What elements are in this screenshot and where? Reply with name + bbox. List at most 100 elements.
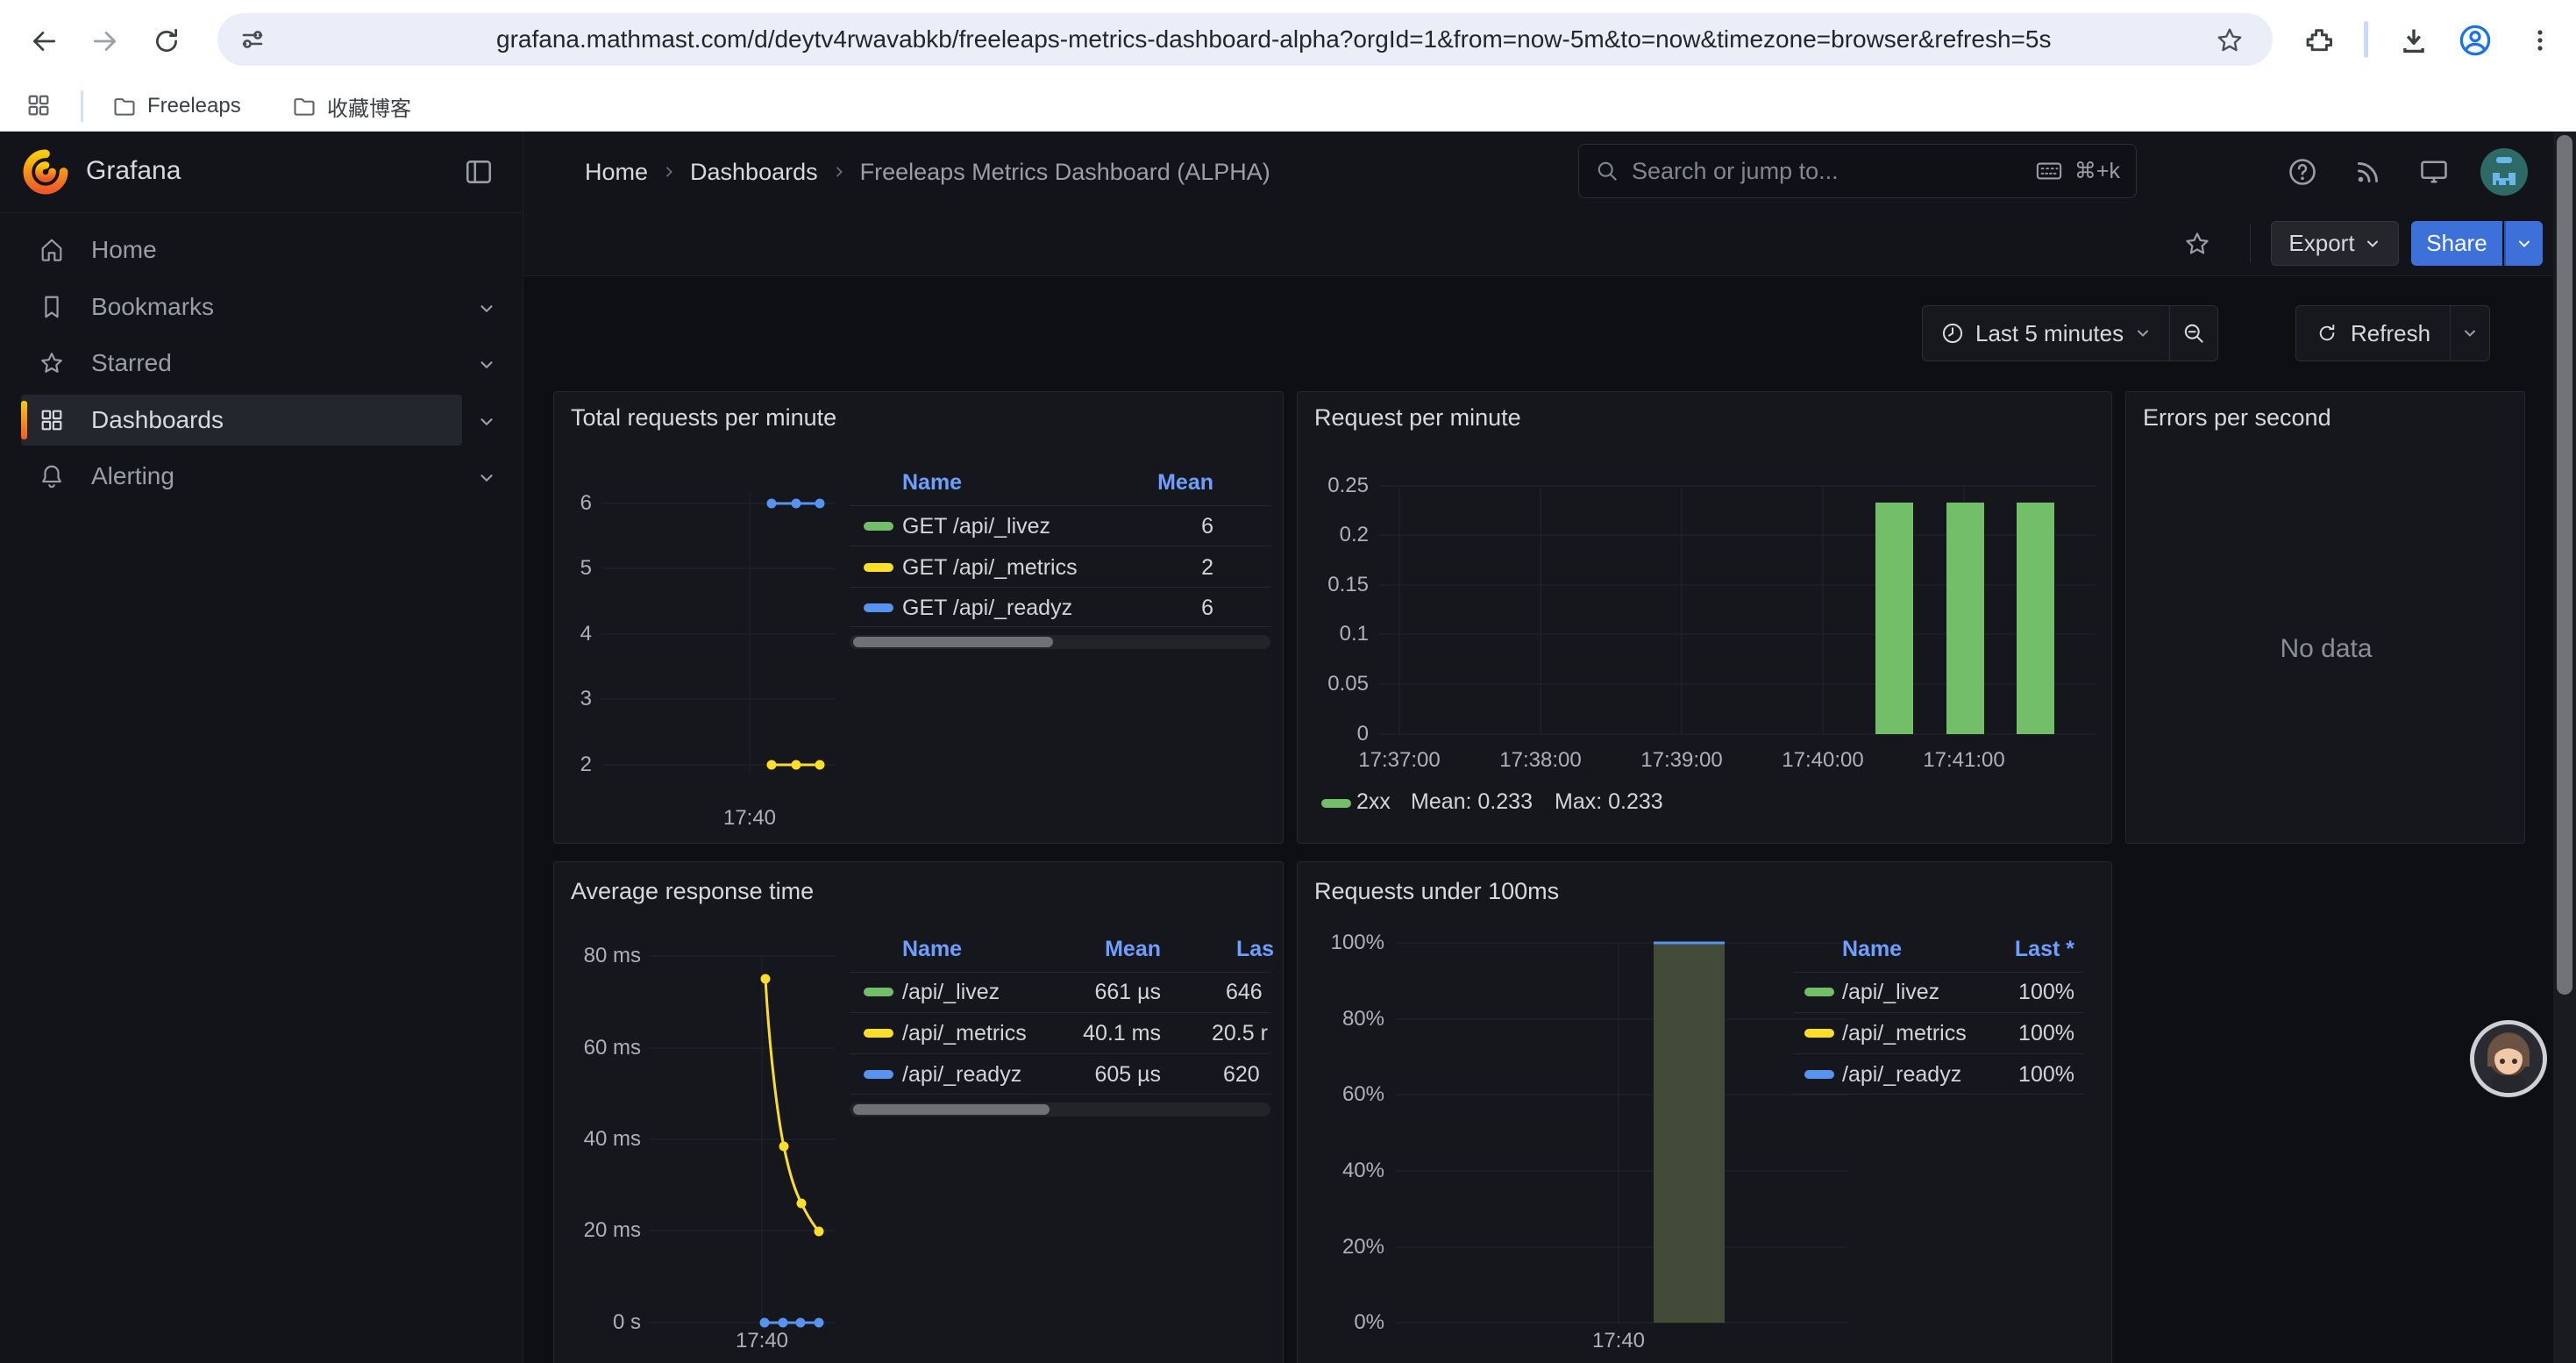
panel-title[interactable]: Total requests per minute [571,404,836,432]
screen-button[interactable] [2413,151,2455,193]
bar-chart[interactable] [1379,475,2098,764]
folder-icon [112,94,137,118]
grafana-logo-icon[interactable] [21,147,70,196]
legend-row-name[interactable]: /api/_metrics [902,1021,1027,1046]
panel-title[interactable]: Errors per second [2143,404,2331,432]
legend-divider [850,1094,1270,1095]
series-color-pill[interactable] [864,988,893,996]
y-tick: 0% [1288,1310,1384,1335]
series-color-pill[interactable] [864,1029,893,1038]
sidebar-item-alerting[interactable]: Alerting [0,451,523,502]
user-avatar[interactable] [2480,148,2528,196]
legend-header-name[interactable]: Name [902,937,962,962]
url-text[interactable]: grafana.mathmast.com/d/deytv4rwavabkb/fr… [496,13,2408,66]
apps-button[interactable] [19,86,58,125]
panel-total-requests: Total requests per minute 6 5 4 3 2 17:4… [553,391,1284,844]
back-button[interactable] [25,22,63,61]
chevron-down-icon[interactable] [477,412,496,432]
series-color-pill[interactable] [864,522,893,531]
series-color-pill[interactable] [1321,799,1351,808]
share-menu-button[interactable] [2504,221,2543,266]
reload-button[interactable] [147,22,186,61]
legend-header-last[interactable]: Last * [1987,937,2074,962]
legend-header-last[interactable]: Las [1236,937,1274,962]
downloads-button[interactable] [2394,20,2434,61]
rss-icon [2353,157,2383,187]
chevron-down-icon [2134,325,2152,342]
series-color-pill[interactable] [1804,988,1834,996]
legend-row-name[interactable]: /api/_livez [902,980,1000,1005]
x-tick: 17:37:00 [1334,748,1465,773]
legend-scrollbar-thumb[interactable] [853,1104,1050,1115]
legend-divider [1794,972,2083,973]
bookmark-folder-blogs[interactable]: 收藏博客 [292,90,411,122]
bookmark-folder-freeleaps[interactable]: Freeleaps [112,90,241,122]
news-button[interactable] [2347,151,2389,193]
address-bar[interactable]: grafana.mathmast.com/d/deytv4rwavabkb/fr… [217,13,2273,66]
series-color-pill[interactable] [864,1070,893,1079]
forward-button[interactable] [86,22,125,61]
refresh-button[interactable]: Refresh [2296,306,2450,360]
sidebar-item-dashboards[interactable]: Dashboards [0,395,523,446]
assistant-avatar[interactable] [2470,1020,2547,1097]
legend-scrollbar[interactable] [850,635,1270,649]
legend-row-name[interactable]: /api/_readyz [1842,1062,1961,1088]
series-color-pill[interactable] [1804,1029,1834,1038]
help-button[interactable] [2281,151,2323,193]
sidebar-item-starred[interactable]: Starred [0,338,523,389]
sidebar-item-bookmarks[interactable]: Bookmarks [0,282,523,332]
zoom-out-time-button[interactable] [2170,306,2217,360]
area-chart[interactable] [1395,931,1847,1343]
legend-header-mean[interactable]: Mean [1126,470,1213,496]
breadcrumb-dashboards[interactable]: Dashboards [690,159,818,186]
series-color-pill[interactable] [864,563,893,572]
dock-sidebar-button[interactable] [458,151,500,193]
legend-row-value: 100% [1987,1021,2074,1046]
site-settings-icon[interactable] [233,22,272,57]
profile-button[interactable] [2455,20,2495,61]
breadcrumb-home[interactable]: Home [585,159,648,186]
legend-scrollbar-thumb[interactable] [853,637,1053,647]
bell-icon [39,463,65,489]
extensions-button[interactable] [2299,20,2339,61]
panel-title[interactable]: Requests under 100ms [1314,878,1559,905]
legend-divider [1794,1094,2083,1095]
favorite-dashboard-button[interactable] [2176,221,2218,266]
legend-header-name[interactable]: Name [902,470,962,496]
bookmark-star-button[interactable] [2210,20,2250,61]
browser-menu-button[interactable] [2520,20,2560,61]
panel-title[interactable]: Request per minute [1314,404,1521,432]
chevron-down-icon[interactable] [477,468,496,488]
series-color-pill[interactable] [1804,1070,1834,1079]
y-tick: 0.2 [1290,523,1369,547]
search-input[interactable]: Search or jump to... ⌘+k [1578,144,2137,198]
legend-row-name[interactable]: GET /api/_livez [902,514,1050,539]
series-color-pill[interactable] [864,603,893,612]
folder-icon [292,94,317,118]
bars-2xx [1875,503,2054,734]
time-range-picker[interactable]: Last 5 minutes [1923,306,2169,360]
refresh-interval-button[interactable] [2451,306,2489,360]
apps-grid-icon [25,92,52,118]
chevron-down-icon[interactable] [477,299,496,318]
panel-title[interactable]: Average response time [571,878,814,905]
legend-row-name[interactable]: /api/_metrics [1842,1021,1967,1046]
legend-row-name[interactable]: GET /api/_readyz [902,596,1072,621]
no-data-message: No data [2126,634,2526,664]
legend-row-name[interactable]: GET /api/_metrics [902,555,1078,581]
share-button[interactable]: Share [2411,221,2502,266]
timeseries-chart[interactable] [601,488,838,777]
legend-divider [850,505,1270,506]
legend-row-name[interactable]: /api/_readyz [902,1062,1021,1088]
export-button[interactable]: Export [2271,221,2399,266]
legend-row-name[interactable]: /api/_livez [1842,980,1939,1005]
sidebar-item-home[interactable]: Home [0,225,523,275]
timeseries-chart[interactable] [650,931,836,1343]
legend-scrollbar[interactable] [850,1103,1270,1117]
grafana-sidebar: Grafana Home Bookmarks Starred Dashboard… [0,132,523,1363]
page-scrollbar-thumb[interactable] [2557,135,2572,995]
legend-header-mean[interactable]: Mean [1073,937,1161,962]
chevron-down-icon[interactable] [477,355,496,375]
legend-header-name[interactable]: Name [1842,937,1902,962]
legend-series-name[interactable]: 2xx [1356,789,1391,815]
